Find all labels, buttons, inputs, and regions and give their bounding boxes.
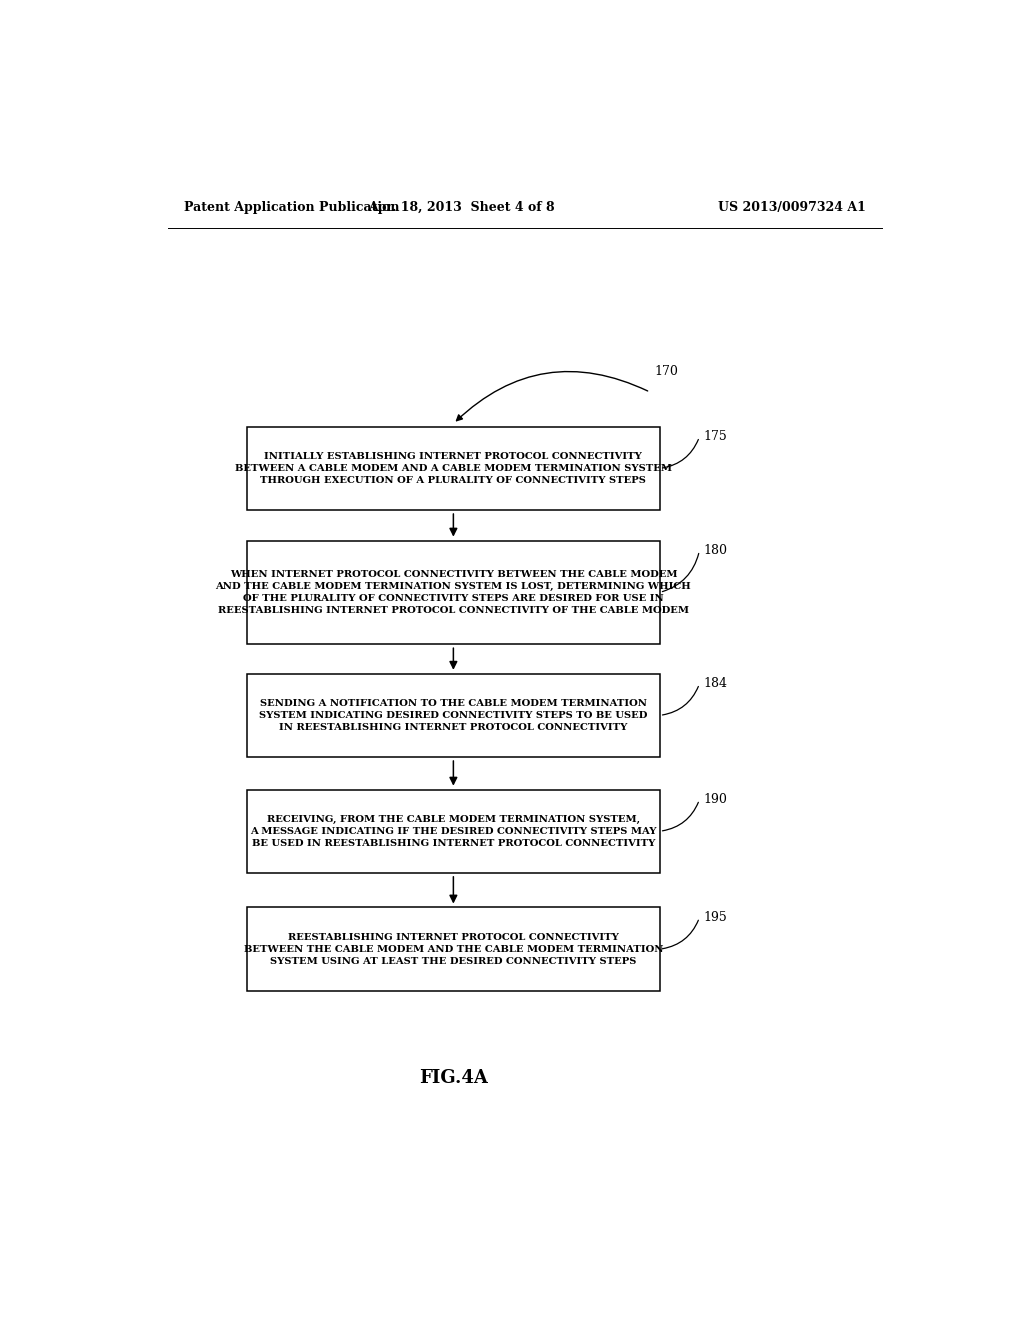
Bar [247, 789, 659, 873]
Text: 195: 195 [703, 911, 727, 924]
Text: 190: 190 [703, 793, 727, 807]
Bar [247, 907, 659, 991]
Text: REESTABLISHING INTERNET PROTOCOL CONNECTIVITY
BETWEEN THE CABLE MODEM AND THE CA: REESTABLISHING INTERNET PROTOCOL CONNECT… [244, 932, 664, 966]
Bar [247, 541, 659, 644]
Text: 170: 170 [654, 366, 678, 379]
Text: 180: 180 [703, 544, 727, 557]
Text: FIG.4A: FIG.4A [419, 1069, 487, 1088]
Text: 184: 184 [703, 677, 727, 690]
Text: INITIALLY ESTABLISHING INTERNET PROTOCOL CONNECTIVITY
BETWEEN A CABLE MODEM AND : INITIALLY ESTABLISHING INTERNET PROTOCOL… [234, 451, 672, 484]
Text: US 2013/0097324 A1: US 2013/0097324 A1 [718, 201, 866, 214]
Text: Patent Application Publication: Patent Application Publication [183, 201, 399, 214]
Text: SENDING A NOTIFICATION TO THE CABLE MODEM TERMINATION
SYSTEM INDICATING DESIRED : SENDING A NOTIFICATION TO THE CABLE MODE… [259, 698, 647, 733]
Text: WHEN INTERNET PROTOCOL CONNECTIVITY BETWEEN THE CABLE MODEM
AND THE CABLE MODEM : WHEN INTERNET PROTOCOL CONNECTIVITY BETW… [215, 570, 691, 615]
Text: 175: 175 [703, 430, 727, 444]
Text: Apr. 18, 2013  Sheet 4 of 8: Apr. 18, 2013 Sheet 4 of 8 [368, 201, 555, 214]
Bar [247, 426, 659, 510]
Text: RECEIVING, FROM THE CABLE MODEM TERMINATION SYSTEM,
A MESSAGE INDICATING IF THE : RECEIVING, FROM THE CABLE MODEM TERMINAT… [250, 814, 656, 847]
Bar [247, 673, 659, 758]
